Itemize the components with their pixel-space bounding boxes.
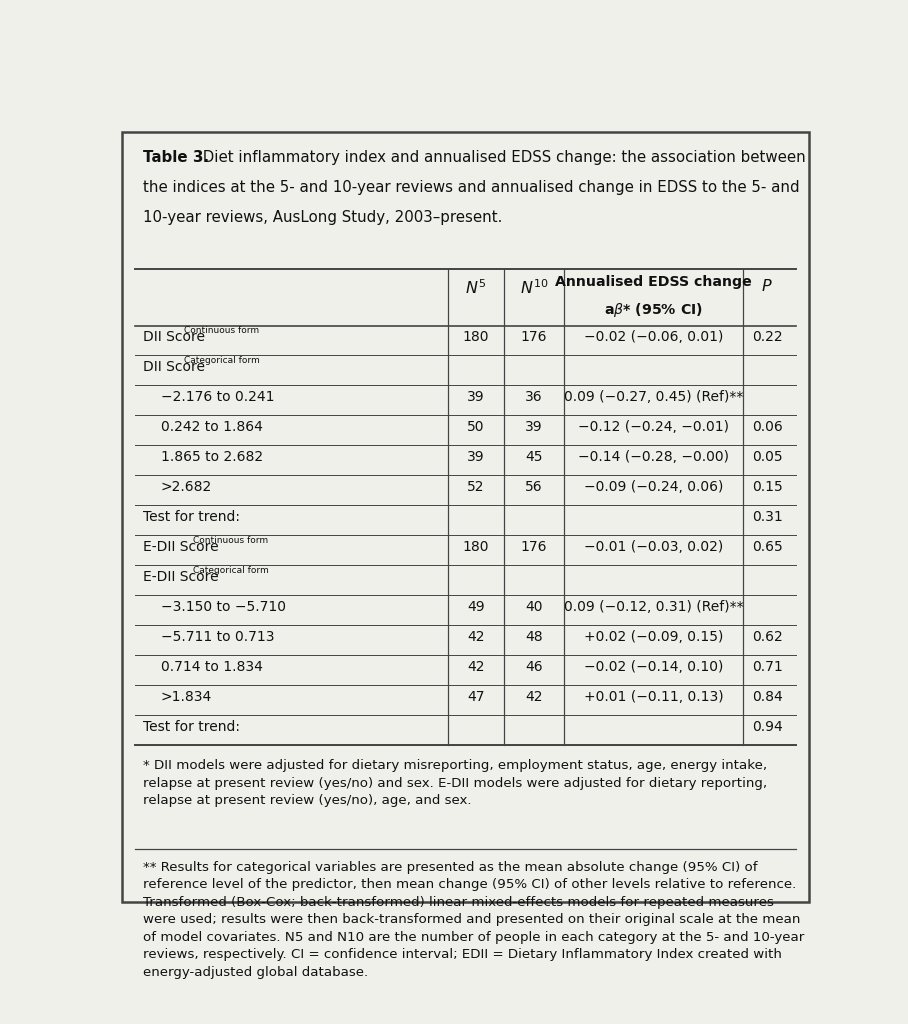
Text: DII Score: DII Score	[143, 360, 205, 374]
Text: 45: 45	[525, 451, 543, 464]
Text: −5.711 to 0.713: −5.711 to 0.713	[161, 630, 274, 644]
Text: −0.01 (−0.03, 0.02): −0.01 (−0.03, 0.02)	[584, 540, 723, 554]
Text: −3.150 to −5.710: −3.150 to −5.710	[161, 600, 286, 614]
Text: 42: 42	[467, 630, 485, 644]
Text: 180: 180	[463, 540, 489, 554]
Text: 36: 36	[525, 390, 543, 404]
Text: 46: 46	[525, 659, 543, 674]
Text: 48: 48	[525, 630, 543, 644]
Text: 10-year reviews, AusLong Study, 2003–present.: 10-year reviews, AusLong Study, 2003–pre…	[143, 210, 502, 224]
Text: 39: 39	[467, 451, 485, 464]
Text: Annualised EDSS change: Annualised EDSS change	[555, 275, 752, 289]
Text: Continuous form: Continuous form	[193, 536, 268, 545]
Text: Test for trend:: Test for trend:	[143, 510, 240, 524]
Text: Table 3.: Table 3.	[143, 150, 209, 165]
Text: E-DII Score: E-DII Score	[143, 540, 219, 554]
Text: −0.12 (−0.24, −0.01): −0.12 (−0.24, −0.01)	[578, 420, 729, 434]
Text: 0.15: 0.15	[752, 480, 783, 494]
Text: 0.71: 0.71	[752, 659, 783, 674]
Text: 0.09 (−0.12, 0.31) (Ref)**: 0.09 (−0.12, 0.31) (Ref)**	[564, 600, 744, 614]
Text: 176: 176	[520, 540, 548, 554]
Text: 0.22: 0.22	[752, 331, 783, 344]
Text: 0.05: 0.05	[752, 451, 783, 464]
Text: 0.06: 0.06	[752, 420, 783, 434]
Text: 39: 39	[525, 420, 543, 434]
Text: >1.834: >1.834	[161, 690, 212, 703]
Text: 0.94: 0.94	[752, 720, 783, 734]
Text: 0.65: 0.65	[752, 540, 783, 554]
Text: ** Results for categorical variables are presented as the mean absolute change (: ** Results for categorical variables are…	[143, 861, 804, 979]
Text: Continuous form: Continuous form	[184, 327, 260, 335]
Text: 0.84: 0.84	[752, 690, 783, 703]
Text: −0.14 (−0.28, −0.00): −0.14 (−0.28, −0.00)	[578, 451, 729, 464]
FancyBboxPatch shape	[122, 132, 809, 902]
Text: 0.31: 0.31	[752, 510, 783, 524]
Text: 0.62: 0.62	[752, 630, 783, 644]
Text: Test for trend:: Test for trend:	[143, 720, 240, 734]
Text: 50: 50	[467, 420, 485, 434]
Text: −2.176 to 0.241: −2.176 to 0.241	[161, 390, 274, 404]
Text: a$\beta$* (95% CI): a$\beta$* (95% CI)	[604, 301, 703, 319]
Text: 0.714 to 1.834: 0.714 to 1.834	[161, 659, 262, 674]
Text: 1.865 to 2.682: 1.865 to 2.682	[161, 451, 262, 464]
Text: 47: 47	[467, 690, 485, 703]
Text: E-DII Score: E-DII Score	[143, 570, 219, 584]
Text: $\mathit{N}^5$: $\mathit{N}^5$	[465, 279, 487, 297]
Text: −0.09 (−0.24, 0.06): −0.09 (−0.24, 0.06)	[584, 480, 724, 494]
Text: Diet inflammatory index and annualised EDSS change: the association between: Diet inflammatory index and annualised E…	[198, 150, 805, 165]
Text: +0.02 (−0.09, 0.15): +0.02 (−0.09, 0.15)	[584, 630, 724, 644]
Text: 56: 56	[525, 480, 543, 494]
Text: 176: 176	[520, 331, 548, 344]
Text: 180: 180	[463, 331, 489, 344]
Text: −0.02 (−0.14, 0.10): −0.02 (−0.14, 0.10)	[584, 659, 724, 674]
Text: 42: 42	[467, 659, 485, 674]
Text: 0.242 to 1.864: 0.242 to 1.864	[161, 420, 262, 434]
Text: +0.01 (−0.11, 0.13): +0.01 (−0.11, 0.13)	[584, 690, 724, 703]
Text: 52: 52	[467, 480, 485, 494]
Text: 0.09 (−0.27, 0.45) (Ref)**: 0.09 (−0.27, 0.45) (Ref)**	[564, 390, 744, 404]
Text: −0.02 (−0.06, 0.01): −0.02 (−0.06, 0.01)	[584, 331, 724, 344]
Text: * DII models were adjusted for dietary misreporting, employment status, age, ene: * DII models were adjusted for dietary m…	[143, 759, 767, 807]
Text: Categorical form: Categorical form	[193, 566, 269, 575]
Text: DII Score: DII Score	[143, 331, 205, 344]
Text: $\mathit{P}$: $\mathit{P}$	[762, 279, 773, 294]
Text: the indices at the 5- and 10-year reviews and annualised change in EDSS to the 5: the indices at the 5- and 10-year review…	[143, 179, 800, 195]
Text: 49: 49	[467, 600, 485, 614]
Text: Categorical form: Categorical form	[184, 356, 261, 366]
Text: 42: 42	[525, 690, 543, 703]
Text: $\mathit{N}^{10}$: $\mathit{N}^{10}$	[519, 279, 548, 297]
Text: 40: 40	[525, 600, 543, 614]
Text: 39: 39	[467, 390, 485, 404]
Text: >2.682: >2.682	[161, 480, 212, 494]
